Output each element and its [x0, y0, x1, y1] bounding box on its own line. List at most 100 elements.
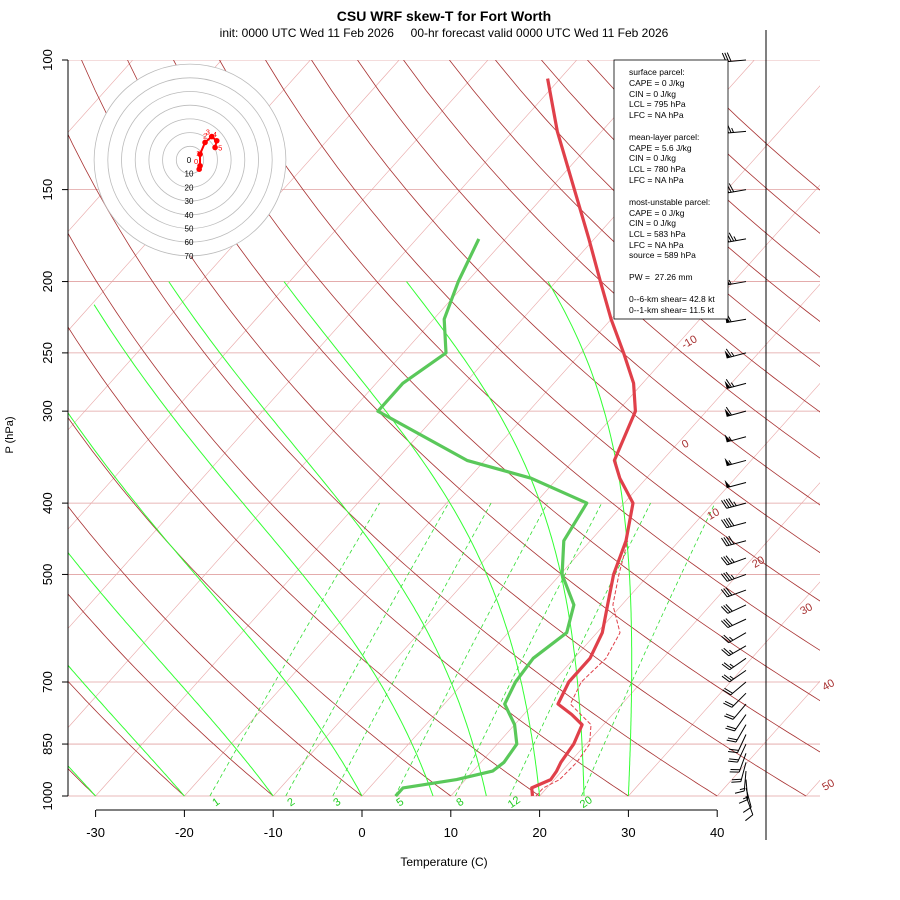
- wind-barb-flag: [731, 778, 742, 781]
- wind-barb-staff: [728, 632, 747, 644]
- wind-barb-flag: [721, 519, 728, 528]
- dry-adiabat-line: [68, 593, 274, 797]
- wind-barb-flag: [723, 518, 730, 528]
- wind-barb-flag: [723, 605, 731, 613]
- wind-barb-flag: [725, 555, 733, 564]
- hodograph-point: [197, 163, 203, 169]
- wind-barb-flag: [729, 748, 739, 751]
- hodograph-height-label: 0: [194, 157, 198, 166]
- wind-barb-flag: [721, 500, 728, 509]
- wind-barb-flag: [734, 790, 745, 794]
- wind-barb-flag: [725, 348, 732, 358]
- isotherm-line: [68, 60, 577, 629]
- wind-barb-pennant: [724, 408, 731, 417]
- wind-barb-half-flag: [729, 649, 734, 654]
- wind-barb-flag: [721, 636, 730, 644]
- hodograph-point: [212, 144, 218, 151]
- temperature-profile-line: [530, 78, 637, 797]
- wind-barb-staff: [727, 618, 747, 629]
- wind-barb-flag: [728, 498, 735, 507]
- wind-barb-column: [720, 30, 767, 840]
- isotherm-line: [68, 60, 489, 530]
- wind-barb-flag: [728, 751, 738, 754]
- sounding-profiles: [376, 78, 637, 798]
- wind-barb-half-flag: [739, 788, 745, 791]
- moist-adiabat-line: [68, 412, 363, 797]
- ml-lfc: LFC = NA hPa: [629, 175, 684, 185]
- temperature-tick-label: -20: [175, 825, 194, 840]
- wind-barb-flag: [724, 687, 733, 694]
- pressure-tick-label: 150: [40, 179, 55, 201]
- mixing-ratio-label: 1: [210, 796, 222, 809]
- wind-barb-half-flag: [728, 460, 732, 465]
- pressure-tick-label: 500: [40, 564, 55, 586]
- hodograph-ring: [162, 132, 218, 188]
- wind-barb-half-flag: [729, 636, 734, 641]
- wind-barb-flag: [720, 620, 729, 628]
- wind-barb-staff: [726, 459, 747, 467]
- wind-barb-flag: [725, 604, 733, 612]
- wind-barb: [724, 479, 747, 489]
- wind-barb-staff: [737, 734, 747, 753]
- dry-adiabat-label: 30: [798, 601, 815, 618]
- wind-barb-flag: [738, 799, 748, 804]
- wind-barb: [724, 434, 747, 443]
- wind-barb: [724, 457, 747, 467]
- wind-barb-staff: [726, 130, 747, 134]
- pressure-tick-label: 100: [40, 49, 55, 71]
- wind-barb: [728, 743, 747, 763]
- ml-lcl: LCL = 780 hPa: [629, 164, 686, 174]
- pressure-tick-label: 850: [40, 733, 55, 755]
- pressure-ticks: 100 150 200 250 300 400 500 700 850 1000: [40, 49, 68, 810]
- wind-barb-staff: [726, 382, 747, 390]
- x-axis-label: Temperature (C): [400, 855, 487, 869]
- wind-barb: [721, 657, 747, 671]
- mixing-ratio-line: [394, 502, 548, 797]
- wind-barb-flag: [726, 725, 737, 730]
- hodograph-ring-label: 40: [185, 211, 194, 220]
- wind-barb-pennant: [724, 350, 731, 359]
- temperature-tick-label: 10: [444, 825, 458, 840]
- hodograph-point: [213, 137, 220, 144]
- surface-lfc: LFC = NA hPa: [629, 110, 684, 120]
- mixing-ratio-line: [332, 502, 492, 797]
- wind-barb-flag: [731, 781, 741, 783]
- wind-barb-staff: [738, 753, 747, 773]
- wind-barb-staff: [731, 692, 747, 708]
- pressure-tick-label: 250: [40, 342, 55, 364]
- wind-barb-staff: [726, 59, 747, 63]
- wind-barb-flag: [723, 499, 730, 508]
- mu-cape: CAPE = 0 J/kg: [629, 208, 685, 218]
- dewpoint-profile-line: [376, 238, 589, 798]
- stability-indices-box: surface parcel: CAPE = 0 J/kg CIN = 0 J/…: [613, 59, 729, 320]
- hodograph-point: [202, 139, 208, 146]
- dry-adiabat-line: [403, 60, 820, 459]
- moist-adiabat-line: [283, 281, 541, 797]
- hodograph-point: [208, 133, 215, 140]
- wind-barb: [721, 632, 747, 644]
- wind-barb-flag: [725, 536, 732, 545]
- hodograph-ring: [134, 104, 246, 216]
- hodograph-center-label: 0: [187, 156, 192, 165]
- axes: [67, 60, 717, 811]
- wind-barb-flag: [725, 571, 733, 580]
- wind-barb-staff: [727, 573, 747, 582]
- wind-barb-flag: [721, 675, 730, 683]
- wind-barb-flag: [742, 806, 752, 813]
- wind-barb: [721, 517, 747, 529]
- dry-adiabat-label: -10: [680, 333, 700, 351]
- mixing-ratio-line: [509, 502, 651, 797]
- wind-barb: [724, 406, 747, 417]
- mixing-ratio-label: 8: [454, 796, 466, 809]
- wind-barb-staff: [735, 724, 747, 743]
- wind-barb: [731, 762, 747, 783]
- surface-heading: surface parcel:: [629, 67, 685, 77]
- dry-adiabat-line: [219, 60, 820, 651]
- surface-cin: CIN = 0 J/kg: [629, 89, 676, 99]
- wind-barb: [734, 771, 747, 794]
- wind-barb-half-flag: [730, 382, 735, 387]
- hodograph-ring-label: 60: [185, 238, 194, 247]
- wind-barb: [726, 724, 747, 743]
- ml-heading: mean-layer parcel:: [629, 132, 699, 142]
- wind-barb: [721, 535, 747, 547]
